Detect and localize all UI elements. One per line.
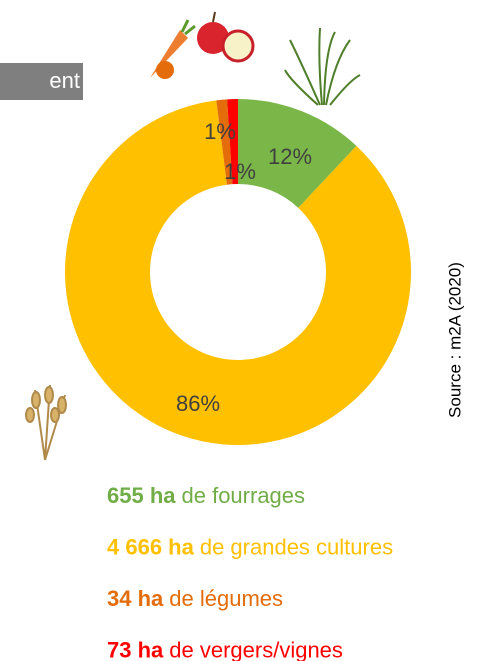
donut-segment <box>216 99 233 185</box>
data-label: 86% <box>176 391 220 416</box>
data-label: 1% <box>224 159 256 184</box>
carrot-icon <box>150 19 196 79</box>
donut-segment <box>64 100 411 446</box>
legend-label: de fourrages <box>182 483 306 508</box>
apple-icon <box>197 11 255 63</box>
legend-amount: 4 666 ha <box>107 534 195 559</box>
legend-entry: 655 ha de fourrages <box>107 483 305 508</box>
donut-segment <box>238 99 357 208</box>
legend-label: de vergers/vignes <box>169 637 343 661</box>
legend-label: de grandes cultures <box>200 534 393 559</box>
legend-label: de légumes <box>169 586 283 611</box>
legend-entry: 34 ha de légumes <box>107 586 283 611</box>
grass-icon <box>284 27 361 106</box>
legend-entry: 73 ha de vergers/vignes <box>107 637 343 661</box>
source: Source : m2A (2020) <box>445 262 464 418</box>
chart-title: ent <box>49 68 80 93</box>
title-box <box>0 63 83 100</box>
wheat-icon <box>25 384 67 461</box>
data-label: 1% <box>204 119 236 144</box>
legend-entry: 4 666 ha de grandes cultures <box>107 534 393 559</box>
legend-amount: 34 ha <box>107 586 164 611</box>
donut-segment <box>227 99 238 185</box>
legend-amount: 655 ha <box>107 483 176 508</box>
legend-amount: 73 ha <box>107 637 164 661</box>
data-label: 12% <box>268 144 312 169</box>
